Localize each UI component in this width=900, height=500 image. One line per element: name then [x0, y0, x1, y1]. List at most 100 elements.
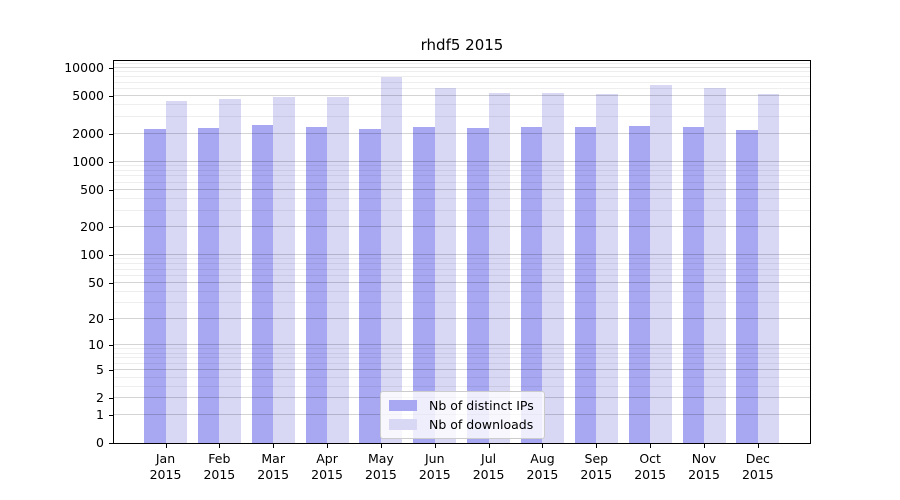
y-tick-2000 — [109, 133, 113, 135]
y-tick-50 — [109, 283, 113, 284]
y-tick-5 — [109, 370, 113, 372]
gridline-6 — [114, 362, 810, 364]
x-tick-jan — [165, 444, 167, 448]
gridline-10000 — [114, 67, 810, 69]
y-tick-10 — [109, 345, 113, 347]
y-tick-label-50: 50 — [88, 275, 104, 290]
gridline-70 — [114, 268, 810, 270]
bar-downloads-aug — [542, 93, 564, 443]
y-tick-500 — [109, 190, 113, 192]
gridline-80 — [114, 263, 810, 265]
bar-downloads-oct — [650, 84, 672, 443]
y-tick-100 — [109, 255, 113, 257]
bar-distinct-ips-aug — [520, 126, 543, 443]
bar-distinct-ips-mar — [251, 125, 274, 443]
y-tick-label-0: 0 — [96, 435, 104, 450]
x-tick-jul — [488, 444, 490, 448]
y-tick-label-500: 500 — [80, 182, 104, 198]
x-tick-mar — [273, 444, 275, 448]
x-tick-label-mar: Mar 2015 — [257, 451, 290, 482]
plot-area: Nb of distinct IPs Nb of downloads — [113, 60, 811, 444]
gridline-8 — [114, 352, 810, 354]
legend-swatch-distinct-ips — [389, 400, 417, 411]
y-tick-label-2000: 2000 — [72, 125, 104, 141]
gridline-500 — [114, 189, 810, 191]
bar-distinct-ips-jul — [467, 128, 489, 443]
gridline-4 — [114, 376, 810, 378]
gridline-60 — [114, 274, 810, 276]
gridline-10 — [114, 344, 810, 346]
gridline-400 — [114, 198, 810, 200]
bar-distinct-ips-jan — [144, 128, 166, 443]
gridline-900 — [114, 165, 810, 167]
bar-downloads-dec — [757, 94, 780, 443]
chart-title: rhdf5 2015 — [420, 36, 504, 54]
x-tick-label-aug: Aug 2015 — [526, 451, 559, 482]
y-tick-2 — [109, 398, 113, 400]
gridline-9 — [114, 348, 810, 350]
gridline-1000 — [114, 160, 810, 162]
y-tick-0 — [109, 443, 113, 444]
legend-item-distinct-ips: Nb of distinct IPs — [389, 398, 534, 413]
bar-downloads-feb — [219, 99, 241, 443]
bar-distinct-ips-nov — [682, 126, 704, 443]
y-tick-label-200: 200 — [80, 219, 104, 235]
x-tick-label-apr: Apr 2015 — [311, 451, 343, 482]
gridline-6000 — [114, 87, 810, 89]
x-tick-jun — [434, 444, 436, 448]
x-tick-label-nov: Nov 2015 — [688, 451, 720, 482]
y-tick-10000 — [109, 68, 113, 70]
x-tick-dec — [757, 444, 759, 448]
x-tick-apr — [327, 444, 329, 448]
gridline-5 — [114, 369, 810, 371]
y-tick-5000 — [109, 96, 113, 98]
gridline-700 — [114, 175, 810, 177]
x-tick-label-jun: Jun 2015 — [418, 451, 451, 482]
bar-downloads-may — [380, 77, 403, 443]
y-tick-1 — [109, 414, 113, 416]
x-tick-oct — [650, 444, 652, 448]
bar-distinct-ips-apr — [305, 127, 328, 443]
legend-label-distinct-ips: Nb of distinct IPs — [429, 398, 534, 413]
y-tick-label-10: 10 — [88, 337, 104, 353]
bar-downloads-mar — [273, 97, 295, 443]
gridline-200 — [114, 226, 810, 228]
x-tick-nov — [704, 444, 705, 448]
legend-swatch-downloads — [389, 419, 417, 430]
y-tick-1000 — [109, 161, 113, 163]
gridline-40 — [114, 290, 810, 292]
y-tick-label-10000: 10000 — [64, 60, 104, 76]
gridline-3 — [114, 385, 810, 387]
x-tick-label-jul: Jul 2015 — [472, 451, 505, 482]
y-tick-label-1: 1 — [96, 406, 104, 422]
gridline-7 — [114, 357, 810, 359]
y-tick-label-20: 20 — [88, 311, 104, 327]
x-tick-label-feb: Feb 2015 — [203, 451, 236, 482]
bar-downloads-apr — [327, 97, 349, 443]
gridline-8000 — [114, 76, 810, 78]
gridline-2000 — [114, 132, 810, 134]
bar-downloads-nov — [704, 88, 726, 443]
gridline-20 — [114, 318, 810, 320]
x-tick-feb — [219, 444, 221, 448]
gridline-800 — [114, 169, 810, 171]
gridline-11000 — [114, 63, 810, 65]
y-tick-label-100: 100 — [80, 247, 104, 263]
x-tick-aug — [542, 444, 544, 448]
gridline-7000 — [114, 81, 810, 83]
gridline-9000 — [114, 71, 810, 73]
bar-distinct-ips-may — [359, 128, 381, 443]
bar-downloads-jun — [434, 88, 457, 443]
gridline-3000 — [114, 116, 810, 118]
x-tick-label-may: May 2015 — [364, 451, 397, 482]
y-tick-20 — [109, 319, 113, 321]
gridline-90 — [114, 258, 810, 260]
x-tick-sep — [596, 444, 598, 448]
bar-downloads-jan — [165, 101, 187, 443]
y-tick-label-1000: 1000 — [72, 153, 104, 169]
bar-downloads-jul — [488, 92, 511, 443]
grid-layer — [114, 61, 810, 443]
y-tick-label-2: 2 — [96, 390, 104, 406]
legend-item-downloads: Nb of downloads — [389, 417, 534, 432]
